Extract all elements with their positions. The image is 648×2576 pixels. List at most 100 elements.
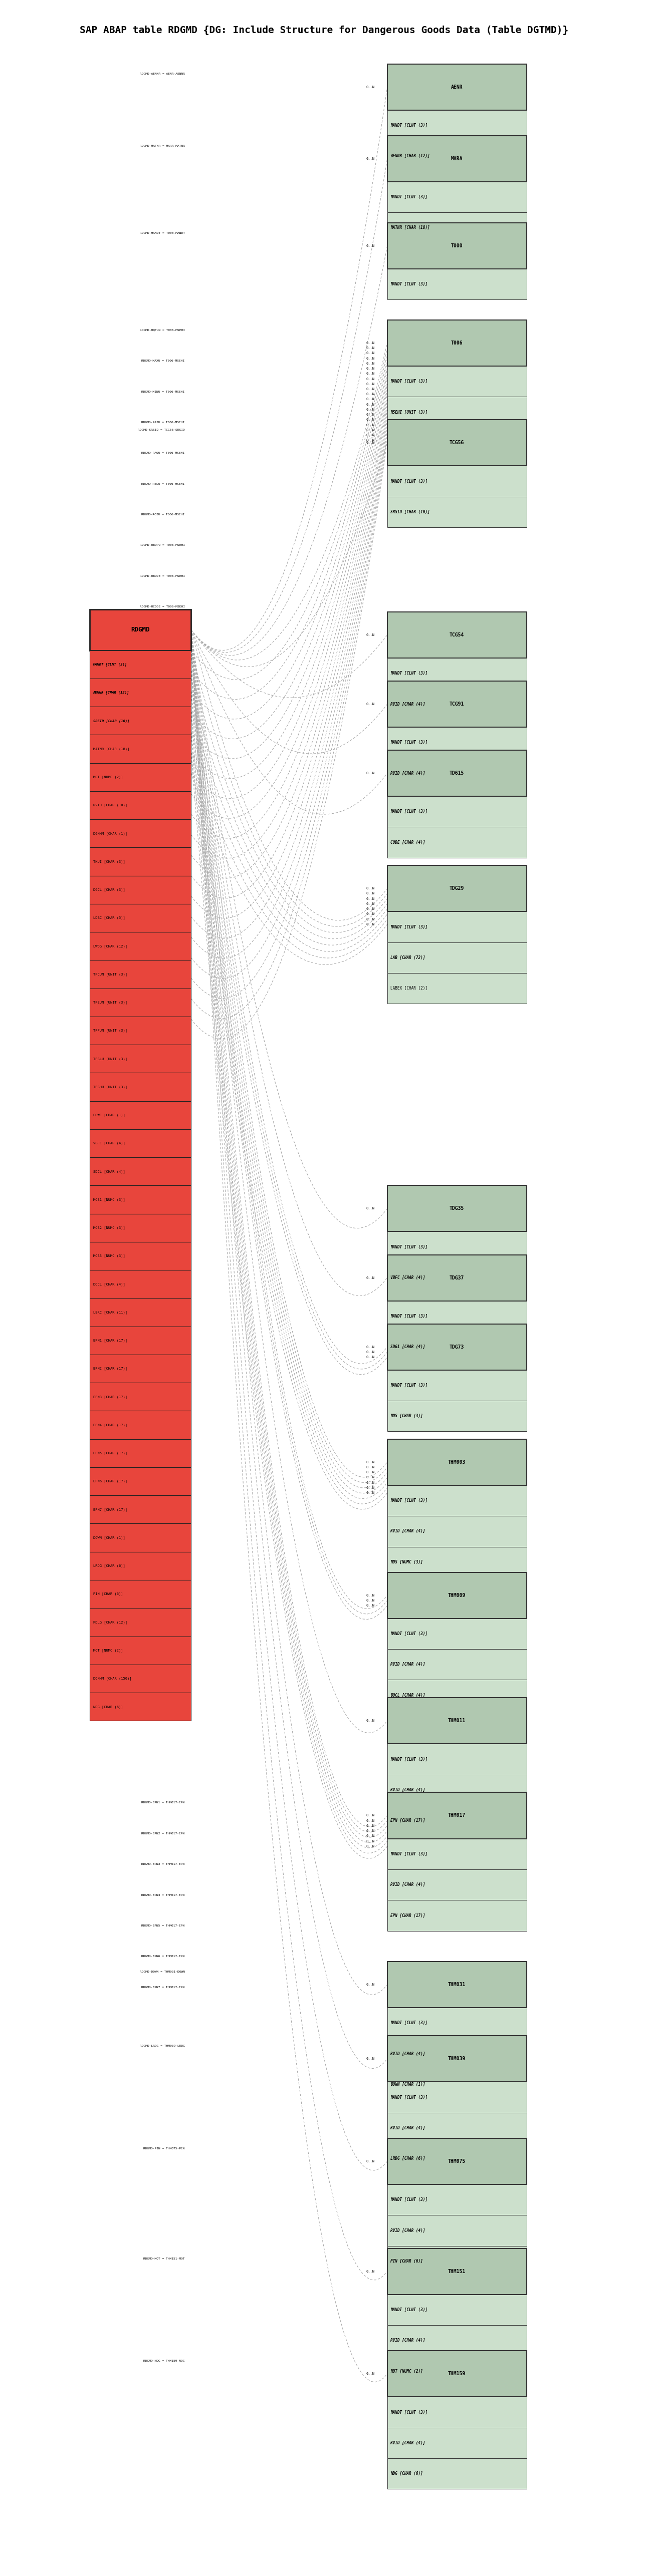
FancyBboxPatch shape [388,2143,527,2174]
FancyBboxPatch shape [388,1370,527,1401]
FancyBboxPatch shape [90,1383,191,1412]
Text: MANDT [CLNT (3)]: MANDT [CLNT (3)] [391,281,428,286]
Text: MOS1 [NUMC (3)]: MOS1 [NUMC (3)] [93,1198,125,1200]
Text: 0..N: 0..N [366,417,375,422]
Text: 0..N: 0..N [366,1355,375,1358]
FancyBboxPatch shape [388,466,527,497]
Text: 0..N: 0..N [366,912,375,914]
Text: LDBC [CHAR (5)]: LDBC [CHAR (5)] [93,917,125,920]
FancyBboxPatch shape [90,762,191,791]
Text: MANDT [CLNT (3)]: MANDT [CLNT (3)] [391,1852,428,1857]
FancyBboxPatch shape [388,2081,527,2112]
Text: 0..N: 0..N [366,85,375,88]
FancyBboxPatch shape [388,397,527,428]
Text: EPN5 [CHAR (17)]: EPN5 [CHAR (17)] [93,1450,127,1455]
FancyBboxPatch shape [90,1327,191,1355]
FancyBboxPatch shape [388,866,527,912]
Text: 0..N: 0..N [366,1718,375,1723]
FancyBboxPatch shape [90,1018,191,1046]
Text: 0..N: 0..N [366,376,375,381]
Text: 0..N: 0..N [366,891,375,894]
FancyBboxPatch shape [388,2035,527,2081]
Text: DOCL [CHAR (4)]: DOCL [CHAR (4)] [391,1692,425,1698]
Text: TPSLU [UNIT (3)]: TPSLU [UNIT (3)] [93,1056,127,1061]
FancyBboxPatch shape [388,111,527,142]
Text: LRDG [CHAR (6)]: LRDG [CHAR (6)] [93,1564,125,1569]
Text: MANDT [CLNT (3)]: MANDT [CLNT (3)] [93,662,127,667]
FancyBboxPatch shape [388,64,527,111]
Text: RVID [CHAR (4)]: RVID [CHAR (4)] [391,701,425,706]
FancyBboxPatch shape [388,1255,527,1301]
Text: COWE [CHAR (1)]: COWE [CHAR (1)] [93,1113,125,1118]
Text: MANDT [CLNT (3)]: MANDT [CLNT (3)] [391,925,428,930]
Text: DOCL [CHAR (4)]: DOCL [CHAR (4)] [93,1283,125,1285]
FancyBboxPatch shape [388,2246,527,2277]
Text: DONHM [CHAR (150)]: DONHM [CHAR (150)] [93,1677,132,1680]
FancyBboxPatch shape [388,796,527,827]
Text: 0..N: 0..N [366,773,375,775]
Text: THM159: THM159 [448,2372,466,2375]
Text: RVID [CHAR (4)]: RVID [CHAR (4)] [391,2339,425,2342]
Text: 0..N: 0..N [366,402,375,407]
FancyBboxPatch shape [90,933,191,961]
FancyBboxPatch shape [388,2357,527,2385]
Text: 0..N: 0..N [366,348,375,350]
FancyBboxPatch shape [388,366,527,397]
Text: RVID [CHAR (4)]: RVID [CHAR (4)] [391,2439,425,2445]
Text: DOWN [CHAR (1)]: DOWN [CHAR (1)] [93,1535,125,1540]
Text: 0..N: 0..N [366,371,375,376]
Text: MOT [NUMC (2)]: MOT [NUMC (2)] [391,2370,423,2372]
Text: MANDT [CLNT (3)]: MANDT [CLNT (3)] [391,124,428,129]
FancyBboxPatch shape [90,649,191,677]
FancyBboxPatch shape [90,734,191,762]
Text: DGCL [CHAR (3)]: DGCL [CHAR (3)] [93,889,125,891]
Text: MANDT [CLNT (3)]: MANDT [CLNT (3)] [391,2020,428,2025]
FancyBboxPatch shape [90,706,191,734]
FancyBboxPatch shape [90,1242,191,1270]
Text: MOS [CHAR (3)]: MOS [CHAR (3)] [391,1414,423,1419]
FancyBboxPatch shape [388,680,527,726]
Text: 0..N: 0..N [366,1486,375,1489]
FancyBboxPatch shape [388,1870,527,1901]
Text: 0..N: 0..N [366,438,375,443]
Text: 0..N: 0..N [366,886,375,889]
FancyBboxPatch shape [388,1262,527,1293]
FancyBboxPatch shape [388,1440,527,1486]
FancyBboxPatch shape [388,1301,527,1332]
FancyBboxPatch shape [90,1607,191,1636]
Text: 0..N: 0..N [366,1471,375,1473]
FancyBboxPatch shape [90,791,191,819]
Text: MOS2 [NUMC (3)]: MOS2 [NUMC (3)] [93,1226,125,1229]
Text: RVID [CHAR (4)]: RVID [CHAR (4)] [391,1883,425,1888]
Text: 0..N: 0..N [366,1461,375,1463]
FancyBboxPatch shape [388,1793,527,1839]
Text: 0..N: 0..N [366,343,375,345]
Text: 0..N: 0..N [366,896,375,899]
Text: 0..N: 0..N [366,440,375,446]
FancyBboxPatch shape [388,2069,527,2099]
Text: 0..N: 0..N [366,407,375,412]
Text: THM151: THM151 [448,2269,466,2275]
Text: EPN1 [CHAR (17)]: EPN1 [CHAR (17)] [93,1340,127,1342]
FancyBboxPatch shape [90,1072,191,1100]
Text: THM039: THM039 [448,2056,466,2061]
Text: NDG [CHAR (6)]: NDG [CHAR (6)] [93,1705,122,1708]
Text: DGNHM [CHAR (1)]: DGNHM [CHAR (1)] [93,832,127,835]
Text: 0..N: 0..N [366,902,375,904]
Text: 0..N: 0..N [366,433,375,438]
Text: AENNR [CHAR (12)]: AENNR [CHAR (12)] [391,155,430,157]
Text: MANDT [CLNT (3)]: MANDT [CLNT (3)] [391,739,428,744]
FancyBboxPatch shape [388,2112,527,2143]
Text: RDGMD: RDGMD [131,626,150,634]
Text: TD615: TD615 [450,770,464,775]
Text: MANDT [CLNT (3)]: MANDT [CLNT (3)] [391,1314,428,1319]
Text: 0..N: 0..N [366,1605,375,1607]
FancyBboxPatch shape [90,904,191,933]
Text: 0..N: 0..N [366,397,375,402]
FancyBboxPatch shape [388,2138,527,2184]
Text: LWDG [CHAR (12)]: LWDG [CHAR (12)] [93,945,127,948]
Text: THM075: THM075 [448,2159,466,2164]
Text: TCG91: TCG91 [450,701,464,706]
Text: 0..N: 0..N [366,703,375,706]
FancyBboxPatch shape [388,974,527,1005]
